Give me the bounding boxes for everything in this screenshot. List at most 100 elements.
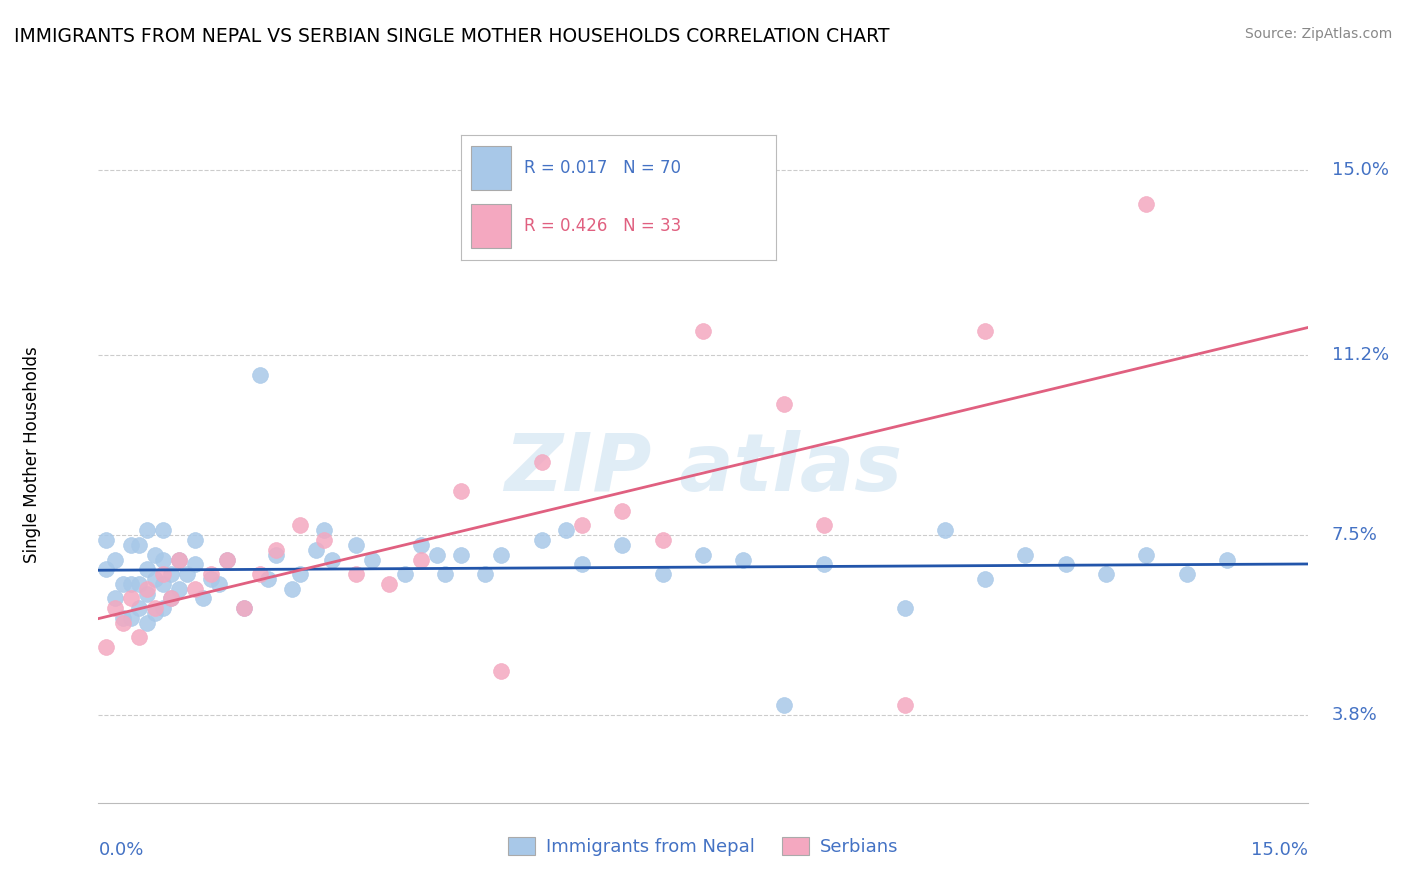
Text: 7.5%: 7.5%	[1331, 526, 1378, 544]
Legend: Immigrants from Nepal, Serbians: Immigrants from Nepal, Serbians	[501, 830, 905, 863]
Point	[111, 611, 134, 625]
Point	[264, 548, 287, 562]
Point	[450, 484, 472, 499]
Point	[813, 518, 835, 533]
Text: Source: ZipAtlas.com: Source: ZipAtlas.com	[1244, 27, 1392, 41]
Point	[152, 577, 174, 591]
Point	[128, 577, 150, 591]
Point	[217, 552, 239, 566]
Point	[135, 615, 157, 630]
Point	[651, 533, 673, 547]
Point	[450, 548, 472, 562]
Point	[152, 601, 174, 615]
Point	[143, 548, 166, 562]
Point	[893, 698, 915, 713]
Point	[288, 567, 311, 582]
Point	[426, 548, 449, 562]
Point	[193, 591, 215, 606]
Point	[314, 524, 336, 538]
Point	[208, 577, 231, 591]
Point	[772, 397, 794, 411]
Point	[217, 552, 239, 566]
Point	[264, 542, 287, 557]
Point	[530, 533, 553, 547]
Point	[612, 538, 634, 552]
Text: 15.0%: 15.0%	[1331, 161, 1389, 179]
Point	[152, 524, 174, 538]
Point	[256, 572, 278, 586]
Point	[96, 562, 118, 576]
Point	[361, 552, 384, 566]
Point	[249, 368, 271, 382]
Point	[314, 533, 336, 547]
Point	[96, 533, 118, 547]
Point	[1175, 567, 1198, 582]
Point	[344, 567, 367, 582]
Point	[893, 601, 915, 615]
Point	[974, 572, 997, 586]
Point	[200, 572, 222, 586]
Point	[176, 567, 198, 582]
Point	[128, 631, 150, 645]
Point	[120, 611, 142, 625]
Point	[135, 582, 157, 596]
Point	[555, 524, 578, 538]
Point	[103, 591, 125, 606]
Text: 15.0%: 15.0%	[1250, 841, 1308, 859]
Point	[281, 582, 304, 596]
Point	[651, 567, 673, 582]
Point	[152, 567, 174, 582]
Text: 11.2%: 11.2%	[1331, 346, 1389, 364]
Point	[128, 538, 150, 552]
Point	[1014, 548, 1036, 562]
Point	[135, 562, 157, 576]
Point	[344, 538, 367, 552]
Point	[184, 582, 207, 596]
Point	[733, 552, 755, 566]
Point	[974, 324, 997, 338]
Point	[111, 615, 134, 630]
Point	[305, 542, 328, 557]
Point	[409, 552, 432, 566]
Point	[1216, 552, 1239, 566]
Point	[160, 591, 183, 606]
Point	[249, 567, 271, 582]
Point	[103, 601, 125, 615]
Point	[120, 591, 142, 606]
Point	[813, 558, 835, 572]
Point	[692, 548, 714, 562]
Point	[1095, 567, 1118, 582]
Point	[128, 601, 150, 615]
Text: 0.0%: 0.0%	[98, 841, 143, 859]
Point	[530, 455, 553, 469]
Point	[232, 601, 254, 615]
Point	[103, 552, 125, 566]
Point	[152, 552, 174, 566]
Point	[288, 518, 311, 533]
Point	[160, 567, 183, 582]
Point	[167, 552, 190, 566]
Point	[409, 538, 432, 552]
Point	[135, 586, 157, 600]
Point	[184, 558, 207, 572]
Point	[120, 538, 142, 552]
Point	[571, 518, 593, 533]
Text: 3.8%: 3.8%	[1331, 706, 1378, 724]
Point	[143, 572, 166, 586]
Point	[135, 524, 157, 538]
Point	[111, 577, 134, 591]
Point	[571, 558, 593, 572]
Point	[200, 567, 222, 582]
Point	[160, 591, 183, 606]
Point	[491, 548, 513, 562]
Point	[143, 606, 166, 620]
Point	[491, 665, 513, 679]
Point	[1135, 197, 1157, 211]
Text: Single Mother Households: Single Mother Households	[22, 347, 41, 563]
Point	[772, 698, 794, 713]
Text: ZIP atlas: ZIP atlas	[503, 430, 903, 508]
Point	[934, 524, 956, 538]
Text: IMMIGRANTS FROM NEPAL VS SERBIAN SINGLE MOTHER HOUSEHOLDS CORRELATION CHART: IMMIGRANTS FROM NEPAL VS SERBIAN SINGLE …	[14, 27, 890, 45]
Point	[167, 582, 190, 596]
Point	[377, 577, 399, 591]
